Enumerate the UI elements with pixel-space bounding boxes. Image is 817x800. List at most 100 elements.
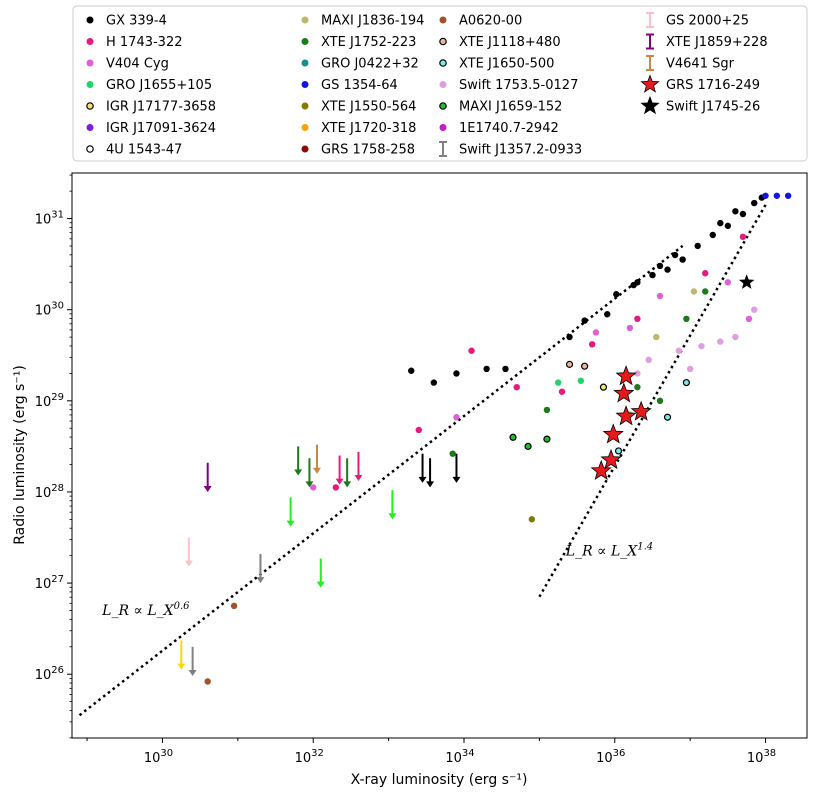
- legend-label: Swift J1357.2-0933: [459, 143, 582, 158]
- x-tick-label: 1030: [144, 748, 173, 766]
- data-point: [634, 315, 641, 323]
- data-point: [784, 192, 792, 199]
- data-point: [732, 333, 739, 341]
- data-point: [310, 484, 317, 491]
- upper-limit-arrow: [256, 553, 265, 584]
- star-point: [600, 448, 622, 470]
- data-point: [702, 288, 709, 295]
- data-point: [592, 329, 600, 336]
- arrow-head: [452, 476, 461, 483]
- plot-frame: [71, 172, 808, 739]
- data-point: [656, 292, 664, 300]
- legend-label: A0620-00: [459, 14, 522, 29]
- legend-label: XTE J1650-500: [459, 57, 554, 72]
- y-tick-label-base: 10: [35, 304, 52, 319]
- star-point: [615, 405, 637, 426]
- x-axis-label: X-ray luminosity (erg s⁻¹): [351, 772, 528, 788]
- data-point: [679, 256, 686, 263]
- legend-entry: GS 2000+25: [646, 12, 749, 29]
- data-point: [724, 222, 732, 230]
- star-point: [630, 400, 652, 421]
- fit-annotations: L_R ∝ L_X0.6L_R ∝ L_X1.4: [101, 542, 653, 619]
- data-point: [751, 306, 758, 313]
- arrow-head: [188, 670, 197, 677]
- data-point: [453, 414, 460, 421]
- upper-limit-arrow: [418, 453, 427, 483]
- legend-marker: [439, 102, 447, 110]
- data-point: [773, 192, 781, 199]
- data-point: [566, 333, 573, 341]
- arrow-head: [203, 485, 212, 492]
- legend-entry: 1E1740.7-2942: [439, 121, 559, 136]
- upper-limit-arrow: [305, 458, 314, 488]
- fit-line: [78, 244, 684, 717]
- arrow-head: [316, 581, 325, 588]
- data-point: [588, 341, 596, 348]
- upper-limit-arrow: [184, 537, 193, 567]
- data-point: [332, 484, 340, 491]
- x-tick-label: 1032: [295, 748, 324, 766]
- legend-label: XTE J1859+228: [666, 35, 768, 50]
- data-point: [717, 219, 724, 227]
- fit-lines: [78, 204, 767, 717]
- y-tick-label-base: 10: [35, 213, 52, 228]
- upper-limit-arrow: [354, 451, 363, 482]
- upper-limit-arrow: [188, 646, 197, 677]
- legend-marker: [301, 16, 309, 24]
- data-point: [599, 383, 608, 391]
- legend-entry: XTE J1720-318: [301, 121, 416, 136]
- y-tick-label-base: 10: [35, 395, 52, 410]
- y-tick-label-base: 10: [35, 577, 52, 592]
- data-point: [230, 602, 238, 610]
- y-tick-label: 1030: [35, 301, 64, 319]
- data-point: [555, 379, 562, 386]
- data-point: [664, 266, 671, 273]
- x-tick-label: 1036: [596, 748, 625, 766]
- data-point: [577, 377, 585, 384]
- arrow-head: [313, 467, 321, 474]
- x-tick-label-sup: 36: [613, 748, 626, 759]
- legend-entry: IGR J17177-3658: [86, 100, 216, 115]
- legend-marker: [640, 95, 660, 115]
- y-tick-label: 1031: [35, 210, 64, 228]
- data-point: [702, 270, 709, 277]
- legend-entry: Swift J1745-26: [640, 95, 760, 115]
- legend-marker: [86, 38, 94, 45]
- data-point: [649, 271, 656, 279]
- legend-marker: [439, 124, 447, 131]
- data-point: [528, 516, 536, 523]
- data-point: [656, 262, 664, 270]
- fit-annotation-sup: 1.4: [637, 542, 653, 553]
- legend-label: GRO J0422+32: [321, 57, 419, 72]
- arrow-head: [177, 663, 186, 670]
- data-points: [204, 192, 792, 685]
- data-point: [509, 433, 517, 441]
- legend-entry: V404 Cyg: [86, 57, 169, 72]
- x-tick-label-base: 10: [596, 751, 613, 766]
- data-point: [604, 311, 611, 318]
- star-point: [738, 274, 755, 289]
- legend-label: GS 2000+25: [666, 14, 749, 29]
- legend-marker: [86, 16, 94, 24]
- upper-limit-arrow: [286, 497, 295, 527]
- x-tick-label: 1038: [747, 748, 776, 766]
- star-points: [590, 274, 755, 481]
- upper-limit-arrow: [452, 453, 461, 483]
- legend-label: MAXI J1836-194: [321, 14, 424, 29]
- y-tick-label: 1026: [35, 665, 64, 683]
- data-point: [694, 242, 701, 250]
- legend: GX 339-4 H 1743-322 V404 Cyg GRO J1655+105 I…: [86, 12, 768, 158]
- fit-annotation-sup: 0.6: [174, 601, 191, 612]
- upper-limit-arrow: [388, 490, 397, 520]
- data-point: [483, 365, 490, 373]
- data-point: [502, 365, 509, 373]
- upper-limit-arrow: [177, 640, 186, 670]
- legend-entry: V4641 Sgr: [646, 55, 735, 72]
- upper-limit-arrows: [177, 444, 461, 677]
- legend-marker: [301, 145, 309, 153]
- x-tick-label-sup: 32: [311, 748, 324, 759]
- arrow-head: [184, 560, 193, 567]
- legend-marker: [301, 102, 309, 110]
- arrow-head: [335, 478, 344, 485]
